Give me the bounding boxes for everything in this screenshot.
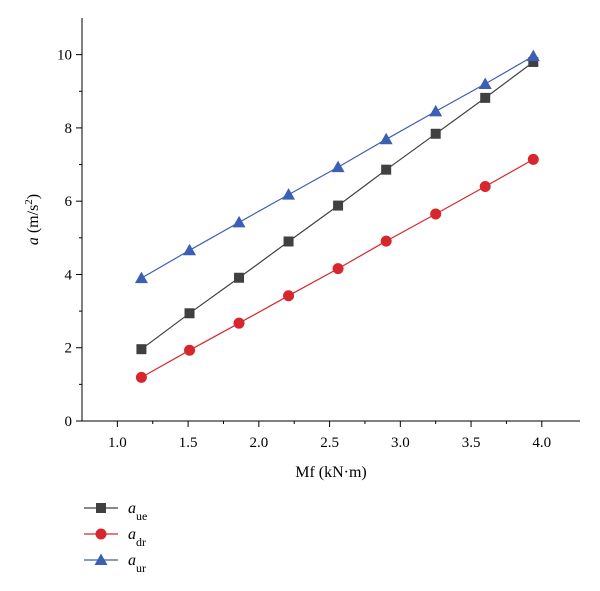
- x-axis-title: Mf (kN·m): [295, 464, 367, 481]
- data-point-a_dr: [527, 153, 539, 165]
- series-a_dr: [135, 153, 539, 383]
- data-point-a_dr: [233, 317, 245, 329]
- legend-item-a_ue: aue: [84, 500, 147, 523]
- x-tick-label: 1.0: [108, 435, 127, 451]
- data-point-a_ue: [333, 200, 344, 211]
- data-point-a_ue: [528, 56, 539, 67]
- data-point-a_ur: [429, 104, 443, 117]
- data-point-a_ue: [381, 164, 392, 175]
- legend-label: adr: [128, 526, 146, 549]
- data-point-a_dr: [135, 371, 147, 383]
- y-tick-label: 8: [65, 121, 73, 137]
- data-point-a_ur: [526, 49, 540, 62]
- data-point-a_dr: [184, 344, 196, 356]
- x-tick-label: 3.0: [391, 435, 410, 451]
- legend-marker: [96, 503, 106, 513]
- data-point-a_dr: [430, 208, 442, 220]
- axes: 1.0 1.5 2.0 2.5 3.0 3.5 4.0 0 2 4 6 8 10 Mf (kN·m) a (…: [23, 18, 580, 481]
- data-point-a_dr: [479, 181, 491, 193]
- y-tick-label: 0: [65, 414, 73, 430]
- y-axis-title: a (m/s2): [23, 194, 42, 245]
- data-point-a_ue: [136, 344, 147, 355]
- y-tick-label: 10: [57, 48, 72, 64]
- y-tick-label: 6: [65, 194, 73, 210]
- series-a_ur: [134, 49, 540, 284]
- data-point-a_dr: [380, 235, 392, 247]
- series-layer: [134, 49, 540, 383]
- y-tick-label: 2: [65, 341, 73, 357]
- data-point-a_ur: [183, 243, 197, 256]
- data-point-a_ur: [478, 77, 492, 89]
- data-point-a_ur: [282, 188, 296, 200]
- data-point-a_dr: [283, 290, 295, 302]
- data-point-a_dr: [332, 263, 344, 275]
- x-tick-label: 3.5: [462, 435, 481, 451]
- legend-label: aur: [128, 552, 146, 575]
- data-point-a_ue: [283, 236, 294, 247]
- legend-item-a_dr: adr: [84, 526, 146, 549]
- data-point-a_ue: [430, 128, 441, 139]
- x-tick-label: 4.0: [532, 435, 551, 451]
- data-point-a_ue: [234, 272, 245, 283]
- series-a_ue: [136, 56, 539, 355]
- x-tick-label: 2.5: [320, 435, 339, 451]
- legend: aue adr aur: [84, 500, 147, 575]
- data-point-a_ur: [134, 271, 148, 284]
- data-point-a_ur: [232, 215, 246, 228]
- data-point-a_ue: [184, 308, 195, 319]
- legend-marker: [95, 528, 107, 540]
- legend-label: aue: [128, 500, 147, 523]
- data-point-a_ue: [480, 92, 491, 103]
- legend-item-a_ur: aur: [84, 552, 146, 575]
- x-tick-label: 2.0: [249, 435, 268, 451]
- data-point-a_ur: [331, 160, 345, 173]
- y-tick-label: 4: [65, 267, 73, 283]
- data-point-a_ur: [379, 132, 393, 145]
- x-tick-label: 1.5: [179, 435, 198, 451]
- legend-marker: [94, 553, 108, 565]
